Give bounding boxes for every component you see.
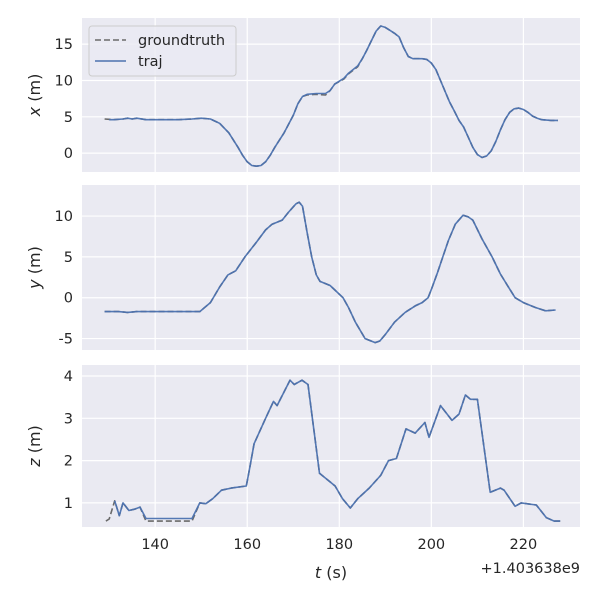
y-axis-label-var: y (25, 279, 44, 290)
y-tick-label: 10 (55, 209, 73, 225)
x-axis-label: t (s) (315, 563, 347, 582)
legend-label: traj (138, 54, 163, 70)
y-tick-label: 5 (64, 110, 73, 126)
y-axis-label: z (m) (25, 425, 44, 468)
series-line-traj (104, 201, 556, 344)
y-axis-label-var: x (25, 106, 44, 117)
legend: groundtruth traj (88, 25, 237, 77)
y-axis-label-unit: (m) (25, 74, 44, 107)
legend-frame (88, 25, 237, 77)
subplot-z: 1 2 3 4 z (m) 140 160 180 200 220 t (s) +1.403638e9 (25, 365, 580, 582)
x-tick-label: 220 (510, 537, 538, 553)
x-tick-label: 160 (233, 537, 261, 553)
x-axis-label-unit: (s) (321, 563, 347, 582)
y-axis-label: y (m) (25, 246, 44, 290)
plot-area (82, 365, 580, 527)
y-axis-label-var: z (25, 458, 44, 468)
y-tick-label: 15 (55, 37, 73, 53)
y-tick-label: 2 (64, 454, 73, 470)
y-tick-label: 3 (64, 411, 73, 427)
y-axis-label-unit: (m) (25, 246, 44, 279)
plot-area (82, 185, 580, 350)
series-line-traj (113, 379, 561, 522)
y-tick-label: -5 (59, 332, 73, 348)
x-tick-label: 140 (141, 537, 169, 553)
y-tick-label: 5 (64, 250, 73, 266)
x-axis-label-var: t (315, 563, 322, 582)
x-offset-text: +1.403638e9 (481, 561, 580, 577)
subplot-x: 0 5 10 15 x (m) groundtruth traj (25, 18, 580, 172)
y-tick-label: 0 (64, 291, 73, 307)
x-tick-label: 180 (325, 537, 353, 553)
legend-label: groundtruth (138, 33, 225, 49)
y-tick-label: 4 (64, 369, 73, 385)
y-axis-label: x (m) (25, 74, 44, 118)
series-line-traj (109, 25, 558, 167)
y-tick-label: 0 (64, 146, 73, 162)
x-tick-label: 200 (417, 537, 445, 553)
y-tick-label: 1 (64, 496, 73, 512)
y-tick-label: 10 (55, 73, 73, 89)
y-axis-label-unit: (m) (25, 425, 44, 458)
subplot-y: -5 0 5 10 y (m) (25, 185, 580, 350)
